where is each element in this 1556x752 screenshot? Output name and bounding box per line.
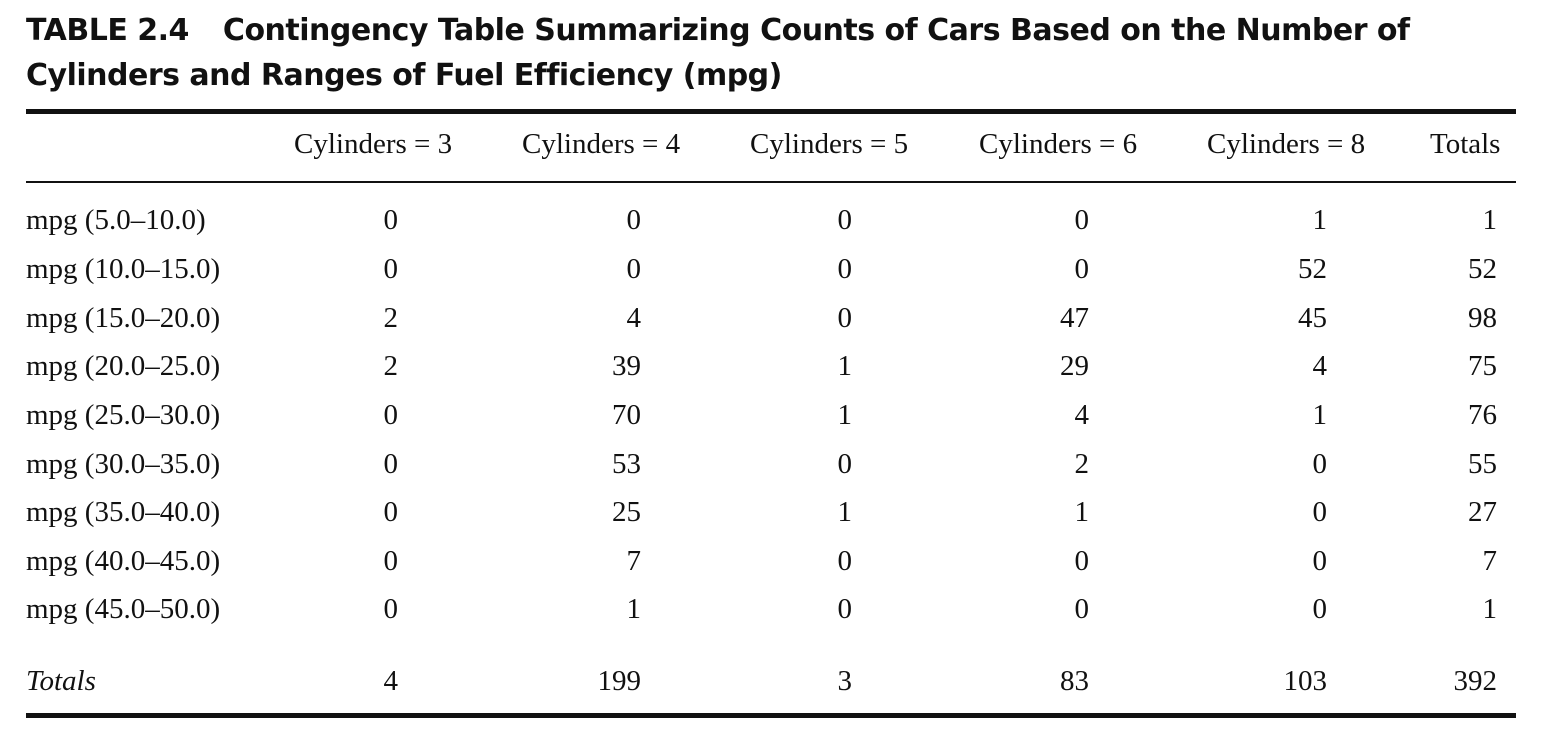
row-label: mpg (20.0–25.0) [26, 350, 221, 382]
table-number: TABLE 2.4 [26, 13, 189, 48]
totals-cell-cyl8: 103 [1283, 665, 1328, 697]
cell-cyl3: 0 [383, 204, 399, 236]
caption-title-part-1: Contingency Table Summarizing Counts of … [222, 13, 1410, 48]
cell-cyl4: 0 [626, 253, 642, 285]
cell-cyl8: 52 [1298, 253, 1327, 285]
cell-cyl5: 0 [837, 545, 853, 577]
cell-total: 27 [1468, 496, 1497, 528]
cell-cyl3: 2 [383, 302, 399, 334]
cell-cyl5: 0 [837, 448, 853, 480]
col-header-cyl3: Cylinders = 3 [294, 128, 453, 160]
row-label: mpg (30.0–35.0) [26, 448, 221, 480]
cell-total: 52 [1468, 253, 1497, 285]
cell-cyl3: 0 [383, 593, 399, 625]
cell-cyl8: 0 [1312, 545, 1328, 577]
cell-total: 1 [1482, 204, 1498, 236]
cell-cyl8: 0 [1312, 496, 1328, 528]
col-header-cyl5: Cylinders = 5 [750, 128, 909, 160]
cell-total: 55 [1468, 448, 1497, 480]
cell-cyl3: 2 [383, 350, 399, 382]
table-bottom-rule [26, 713, 1516, 718]
col-header-totals: Totals [1430, 128, 1501, 160]
table-caption: TABLE 2.4 Contingency Table Summarizing C… [26, 8, 1526, 98]
cell-cyl8: 45 [1298, 302, 1327, 334]
cell-cyl4: 53 [612, 448, 641, 480]
totals-row-label: Totals [26, 665, 96, 697]
cell-cyl6: 4 [1074, 399, 1090, 431]
cell-cyl8: 0 [1312, 593, 1328, 625]
cell-cyl3: 0 [383, 253, 399, 285]
cell-cyl6: 0 [1074, 593, 1090, 625]
cell-cyl5: 0 [837, 204, 853, 236]
cell-cyl3: 0 [383, 496, 399, 528]
cell-cyl5: 1 [837, 399, 853, 431]
cell-cyl6: 29 [1060, 350, 1089, 382]
cell-cyl8: 1 [1312, 399, 1328, 431]
cell-cyl4: 39 [612, 350, 641, 382]
totals-cell-total: 392 [1453, 665, 1498, 697]
cell-cyl8: 1 [1312, 204, 1328, 236]
cell-total: 1 [1482, 593, 1498, 625]
totals-cell-cyl6: 83 [1060, 665, 1089, 697]
row-label: mpg (45.0–50.0) [26, 593, 221, 625]
cell-cyl5: 0 [837, 253, 853, 285]
cell-total: 7 [1482, 545, 1498, 577]
totals-cell-cyl5: 3 [837, 665, 853, 697]
cell-cyl4: 4 [626, 302, 642, 334]
cell-cyl8: 4 [1312, 350, 1328, 382]
cell-cyl6: 0 [1074, 253, 1090, 285]
cell-cyl4: 70 [612, 399, 641, 431]
cell-cyl6: 47 [1060, 302, 1089, 334]
row-label: mpg (15.0–20.0) [26, 302, 221, 334]
cell-cyl3: 0 [383, 448, 399, 480]
cell-cyl4: 0 [626, 204, 642, 236]
cell-cyl6: 0 [1074, 545, 1090, 577]
cell-cyl5: 0 [837, 302, 853, 334]
cell-cyl8: 0 [1312, 448, 1328, 480]
row-label: mpg (25.0–30.0) [26, 399, 221, 431]
caption-title-part-2: Cylinders and Ranges of Fuel Efficiency … [26, 58, 782, 93]
cell-total: 98 [1468, 302, 1497, 334]
row-label: mpg (35.0–40.0) [26, 496, 221, 528]
totals-cell-cyl4: 199 [597, 665, 642, 697]
row-label: mpg (40.0–45.0) [26, 545, 221, 577]
row-label: mpg (5.0–10.0) [26, 204, 206, 236]
cell-cyl4: 7 [626, 545, 642, 577]
cell-cyl3: 0 [383, 399, 399, 431]
cell-cyl6: 1 [1074, 496, 1090, 528]
totals-cell-cyl3: 4 [383, 665, 399, 697]
table-top-rule [26, 109, 1516, 114]
cell-total: 76 [1468, 399, 1497, 431]
cell-cyl3: 0 [383, 545, 399, 577]
header-rule [26, 181, 1516, 183]
row-label: mpg (10.0–15.0) [26, 253, 221, 285]
col-header-cyl4: Cylinders = 4 [522, 128, 681, 160]
cell-cyl4: 25 [612, 496, 641, 528]
cell-cyl4: 1 [626, 593, 642, 625]
cell-cyl6: 0 [1074, 204, 1090, 236]
caption-line-1: TABLE 2.4 Contingency Table Summarizing C… [26, 8, 1526, 53]
cell-cyl6: 2 [1074, 448, 1090, 480]
cell-cyl5: 1 [837, 350, 853, 382]
cell-cyl5: 1 [837, 496, 853, 528]
col-header-cyl6: Cylinders = 6 [979, 128, 1138, 160]
cell-cyl5: 0 [837, 593, 853, 625]
col-header-cyl8: Cylinders = 8 [1207, 128, 1366, 160]
cell-total: 75 [1468, 350, 1497, 382]
